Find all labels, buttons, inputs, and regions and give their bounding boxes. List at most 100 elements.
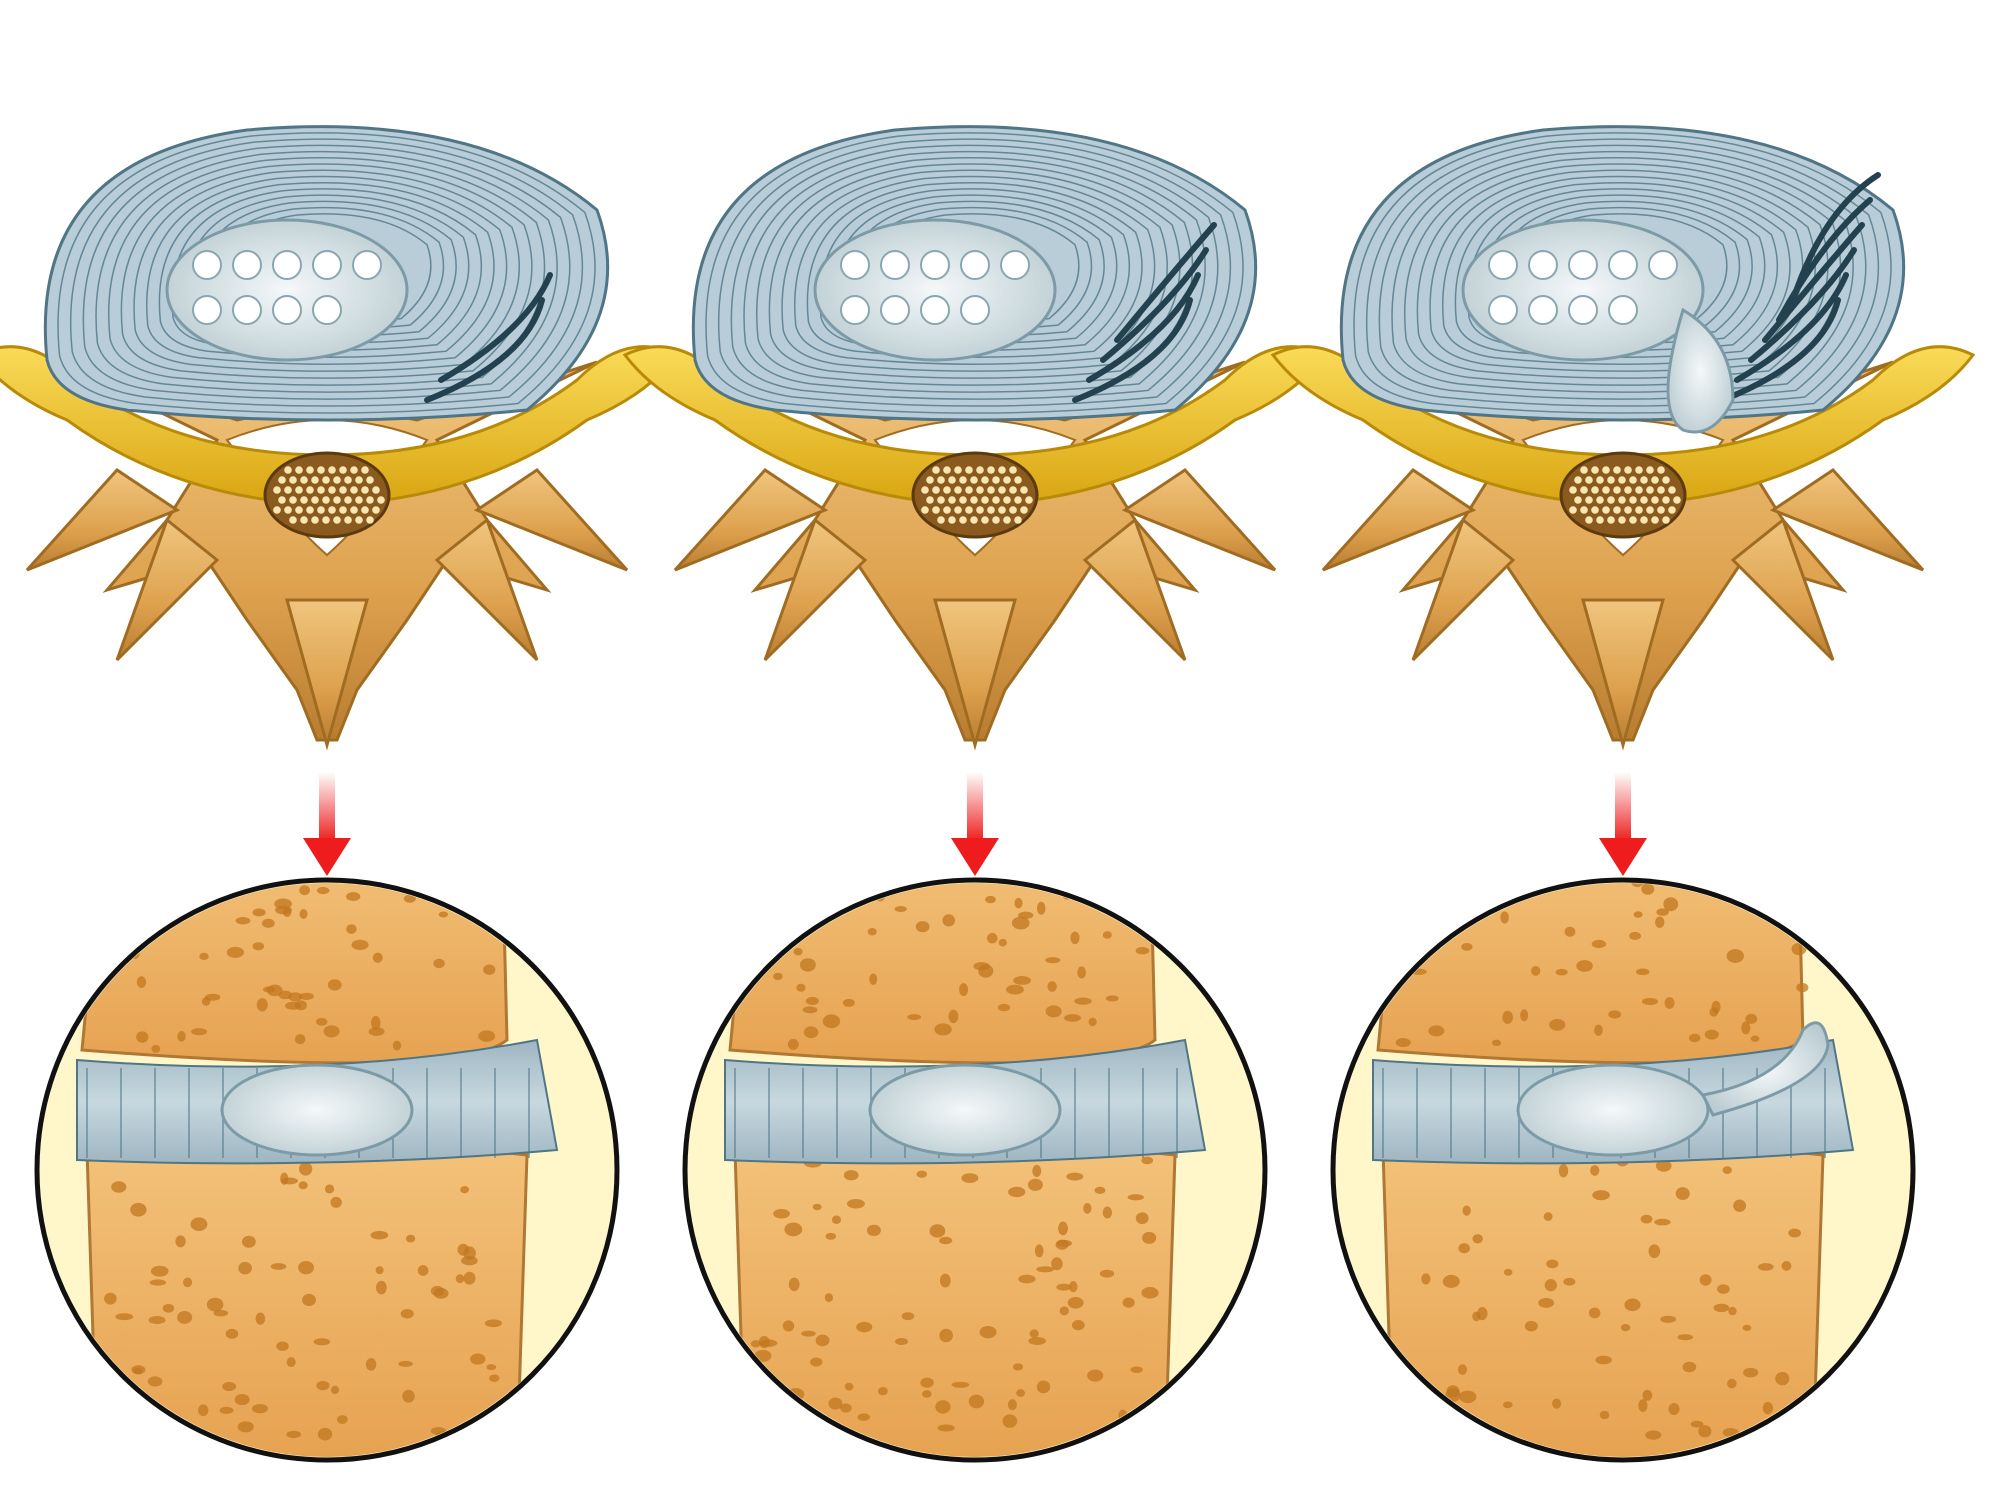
annulus-tear <box>424 297 545 403</box>
annulus-ring <box>108 157 546 386</box>
bone-process-5 <box>1581 598 1665 751</box>
disc-side-view-icon <box>682 877 1268 1463</box>
annulus-ring <box>133 169 520 372</box>
bone-process-3 <box>115 517 220 662</box>
nucleus-blob <box>920 250 950 280</box>
nucleus-side <box>868 1063 1062 1157</box>
nucleus-blob <box>960 295 990 325</box>
annulus-tear <box>1100 247 1209 363</box>
annulus-ring <box>1353 132 1892 414</box>
spinal-cord <box>1559 451 1687 539</box>
vertebra-cross-section-icon <box>0 125 680 751</box>
nucleus-blob <box>352 250 382 280</box>
annulus-ring <box>1429 169 1816 372</box>
vertebra-cross-section-icon <box>622 125 1328 751</box>
spinal-cord <box>263 451 391 539</box>
nucleus-blob <box>1608 250 1638 280</box>
nucleus-blob <box>232 250 262 280</box>
nucleus-blob <box>1528 250 1558 280</box>
annulus-ring <box>1391 150 1854 393</box>
annulus-tear <box>438 272 553 383</box>
nucleus-blob <box>840 250 870 280</box>
nucleus-blob <box>1568 295 1598 325</box>
upper-vertebral-body <box>80 883 509 1065</box>
nucleus-blob <box>840 295 870 325</box>
nucleus-blob <box>1000 250 1030 280</box>
nucleus-pulposus <box>165 218 409 362</box>
annulus-ring <box>82 144 571 400</box>
nerve-roots <box>1270 345 1976 507</box>
bone-process-1 <box>1321 468 1477 572</box>
arrow-down-icon <box>951 772 999 876</box>
bone-process-1 <box>673 468 829 572</box>
annulus-tear <box>1072 297 1193 403</box>
annulus-ring <box>1404 157 1842 386</box>
disc-top-view <box>1339 125 1906 434</box>
annulus-ring <box>70 138 584 407</box>
bone-process-3 <box>1411 517 1516 662</box>
nucleus-side <box>220 1063 414 1157</box>
bone-process-1 <box>25 468 181 572</box>
annulus-ring <box>120 163 533 379</box>
annulus-ring <box>95 150 558 393</box>
annulus-ring <box>1366 138 1880 407</box>
disc-top-view <box>43 125 610 422</box>
nucleus-blob <box>1488 295 1518 325</box>
nucleus-blob <box>192 250 222 280</box>
spinal-cord <box>911 451 1039 539</box>
annulus-ring <box>730 144 1219 400</box>
nucleus-blob <box>880 295 910 325</box>
nucleus-pulposus <box>1461 218 1705 362</box>
annulus-ring <box>781 169 1168 372</box>
bone-process-2 <box>1121 468 1277 572</box>
nucleus-blob <box>920 295 950 325</box>
annulus-ring <box>705 132 1244 414</box>
nucleus-blob <box>880 250 910 280</box>
stage-panel-2 <box>622 125 1328 1463</box>
annulus-tear <box>1748 247 1857 363</box>
nucleus-blob <box>192 295 222 325</box>
annulus-tear <box>1762 222 1865 343</box>
annulus-ring <box>743 150 1206 393</box>
bone-process-4 <box>1730 517 1835 662</box>
annulus-ring <box>794 175 1156 365</box>
herniated-nucleus-side <box>1700 1021 1830 1117</box>
bone-process-2 <box>1769 468 1925 572</box>
stage-panel-3 <box>1270 125 1976 1463</box>
nucleus-side <box>1516 1063 1710 1157</box>
annulus-ring <box>57 132 596 414</box>
nucleus-blob <box>1648 250 1678 280</box>
annulus-ring <box>146 175 508 365</box>
arrow-down-icon <box>303 772 351 876</box>
disc-side-view-icon <box>1330 877 1916 1463</box>
annulus-tear <box>1734 272 1849 383</box>
lower-vertebral-body <box>733 1139 1177 1457</box>
nucleus-blob <box>272 295 302 325</box>
herniated-nucleus <box>1666 307 1735 434</box>
bone-process-4 <box>1082 517 1187 662</box>
annulus-tear <box>1790 172 1881 303</box>
annulus-tear <box>1776 197 1873 323</box>
bone-process-3 <box>763 517 868 662</box>
disc-top-view <box>691 125 1258 422</box>
bone-process-2 <box>473 468 629 572</box>
arrow-down-icon <box>1599 772 1647 876</box>
annulus-ring <box>1378 144 1867 400</box>
bone-process-5 <box>933 598 1017 751</box>
annulus-tear <box>1114 222 1217 343</box>
nucleus-blob <box>232 295 262 325</box>
annulus-ring <box>718 138 1232 407</box>
bone-process-5 <box>285 598 369 751</box>
stage-panel-1 <box>0 125 680 1463</box>
nucleus-blob <box>1608 295 1638 325</box>
disc-side-view-icon <box>34 877 620 1463</box>
nucleus-blob <box>960 250 990 280</box>
vertebra-cross-section-icon <box>1270 125 1976 751</box>
nucleus-pulposus <box>813 218 1057 362</box>
nucleus-blob <box>312 295 342 325</box>
nucleus-blob <box>1488 250 1518 280</box>
bone-process-4 <box>434 517 539 662</box>
nucleus-blob <box>1528 295 1558 325</box>
nucleus-blob <box>272 250 302 280</box>
